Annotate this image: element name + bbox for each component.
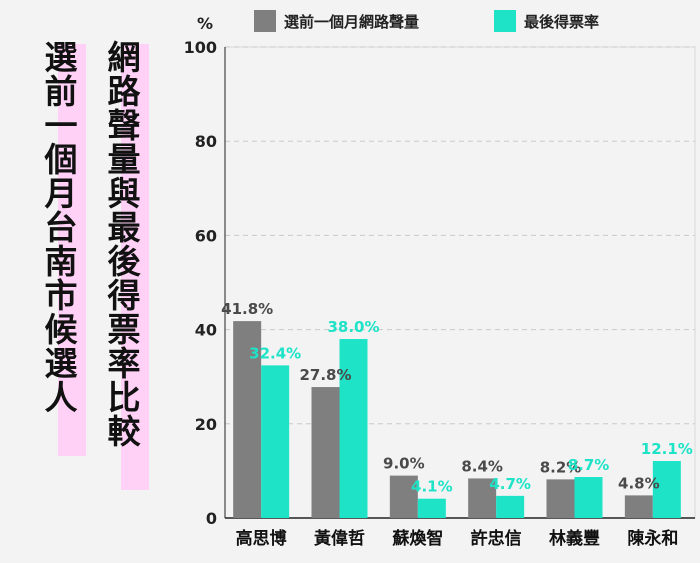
data-label-volume: 4.8% (618, 474, 660, 492)
bar-volume (311, 387, 340, 518)
chart-title-text: 網路聲量與最後得票率比較 (102, 40, 141, 448)
bar-volume (624, 495, 653, 518)
y-tick-label: 0 (206, 509, 217, 528)
chart-subtitle: 選前一個月台南市候選人 (39, 40, 86, 456)
chart-legend: 選前一個月網路聲量 最後得票率 (254, 10, 599, 32)
bar-vote (574, 477, 603, 518)
data-label-volume: 9.0% (383, 455, 425, 473)
bar-vote (652, 461, 681, 518)
title-highlight (121, 44, 149, 490)
bar-volume (233, 321, 262, 518)
x-tick-label: 高思博 (236, 528, 287, 549)
y-tick-label: 40 (195, 321, 217, 340)
bar-vote (261, 365, 290, 518)
data-label-vote: 8.7% (568, 456, 610, 474)
bar-vote (496, 495, 525, 518)
y-tick-label: 100 (184, 38, 217, 57)
subtitle-highlight (58, 44, 86, 456)
y-tick-label: 20 (195, 415, 217, 434)
data-label-volume: 8.4% (461, 457, 503, 475)
x-tick-label: 黃偉哲 (313, 528, 365, 549)
data-label-volume: 8.2% (540, 458, 582, 476)
chart-subtitle-text: 選前一個月台南市候選人 (39, 40, 78, 414)
y-axis-unit: % (197, 14, 213, 33)
legend-swatch-vote (494, 10, 516, 32)
data-label-volume: 41.8% (221, 300, 273, 318)
data-label-vote: 12.1% (641, 440, 693, 458)
x-tick-label: 林義豐 (549, 528, 600, 549)
data-label-vote: 32.4% (249, 344, 301, 362)
bar-volume (389, 475, 418, 518)
data-label-vote: 38.0% (327, 318, 379, 336)
legend-label-volume: 選前一個月網路聲量 (284, 13, 419, 31)
x-tick-label: 陳永和 (627, 528, 678, 549)
plot-frame (224, 46, 696, 519)
bar-vote (417, 498, 446, 518)
legend-swatch-volume (254, 10, 276, 32)
legend-label-vote: 最後得票率 (524, 13, 599, 31)
chart-title: 網路聲量與最後得票率比較 (102, 40, 149, 490)
data-label-volume: 27.8% (299, 366, 351, 384)
x-tick-label: 許忠信 (471, 528, 522, 549)
bar-volume (468, 478, 497, 518)
bar-volume (546, 479, 575, 518)
data-label-vote: 4.7% (489, 475, 531, 493)
data-label-vote: 4.1% (411, 478, 453, 496)
y-tick-label: 60 (195, 226, 217, 245)
y-tick-label: 80 (195, 132, 217, 151)
bar-vote (339, 339, 368, 518)
x-tick-label: 蘇煥智 (391, 528, 443, 549)
